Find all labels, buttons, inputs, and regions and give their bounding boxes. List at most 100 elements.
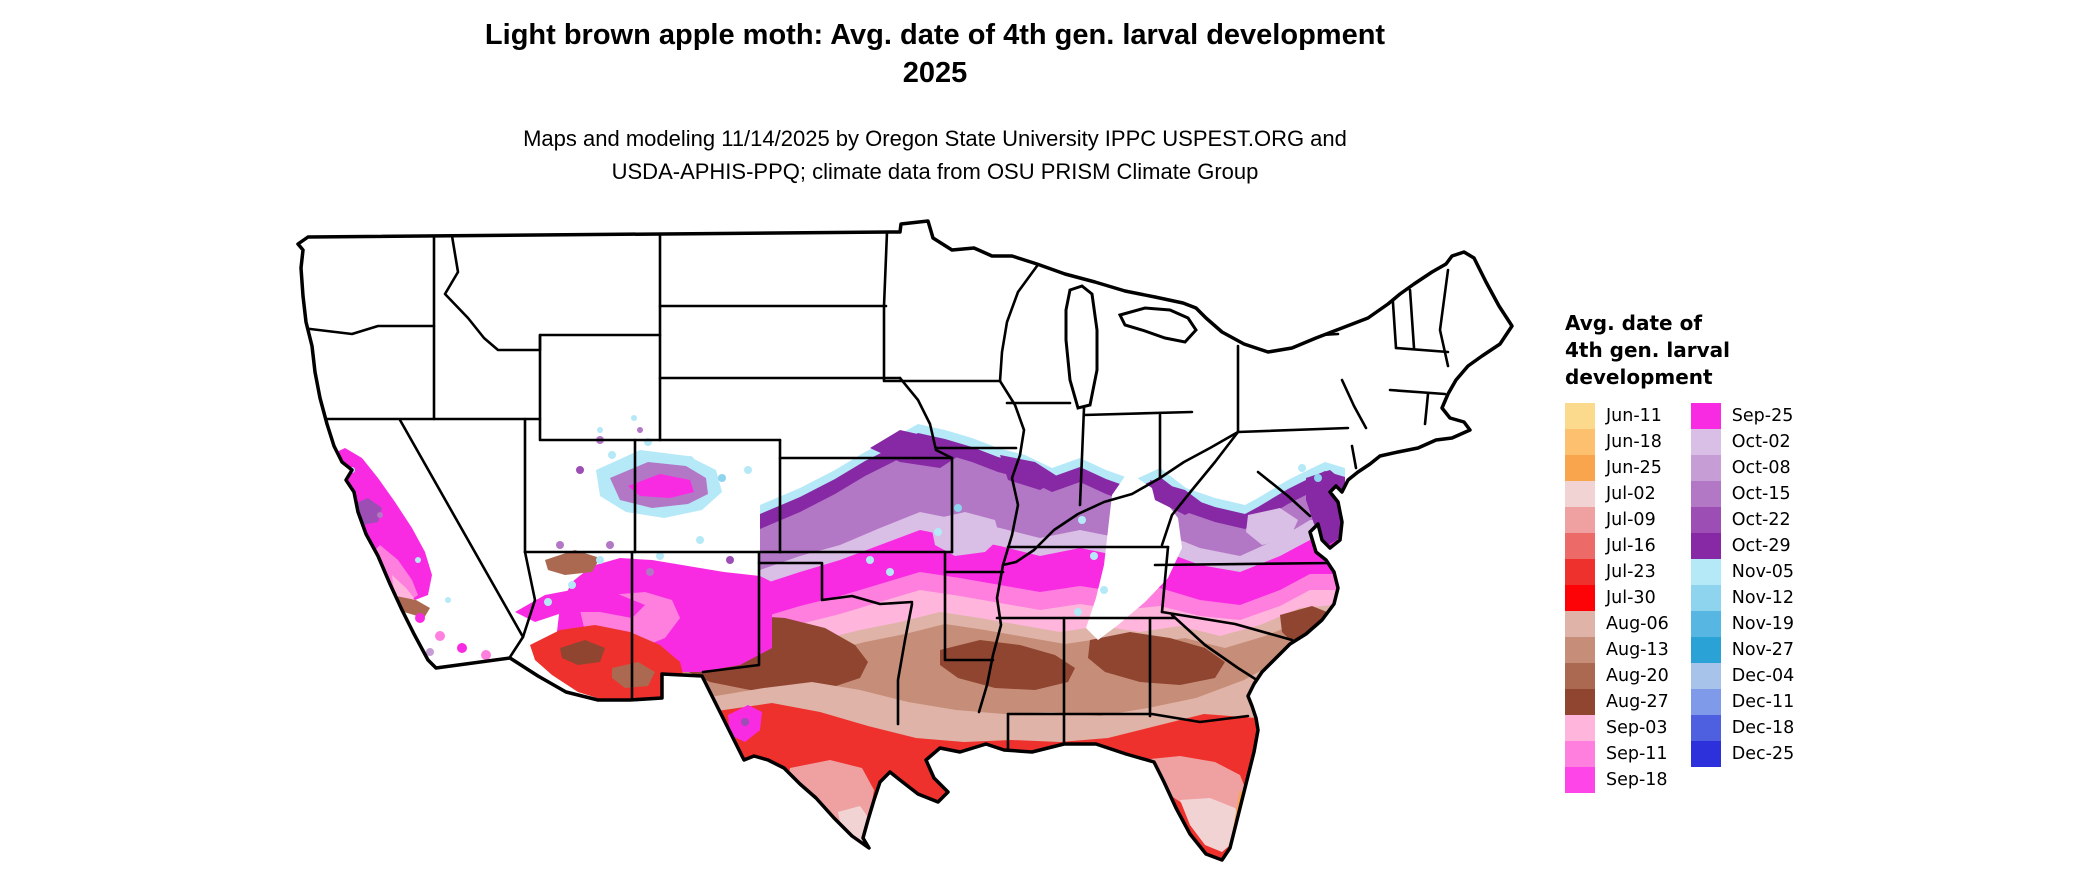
- legend-swatch-sep18: [1565, 767, 1595, 793]
- region-sep03-cavalley: [392, 575, 414, 604]
- legend-entry: Jul-30: [1565, 585, 1669, 611]
- legend-entry: Dec-04: [1690, 663, 1794, 689]
- legend-swatch-jun18: [1565, 429, 1595, 455]
- region-aug20-az: [612, 662, 655, 688]
- legend-label: Jul-30: [1606, 588, 1656, 608]
- region-dot: [435, 631, 445, 641]
- legend-label: Aug-06: [1606, 614, 1669, 634]
- region-jul02-fl: [1180, 798, 1242, 852]
- legend-swatch-oct02: [1690, 429, 1721, 455]
- legend-entry: Sep-18: [1565, 767, 1669, 793]
- title-block: Light brown apple moth: Avg. date of 4th…: [0, 16, 1870, 92]
- lake-huron: [1117, 306, 1198, 344]
- legend-entry: Aug-20: [1565, 663, 1669, 689]
- region-oct29-ohky: [1150, 480, 1205, 515]
- legend-entry: Oct-22: [1690, 507, 1794, 533]
- legend-swatch-oct29: [1690, 533, 1721, 559]
- legend-label: Sep-18: [1606, 770, 1668, 790]
- legend-label: Dec-25: [1731, 744, 1795, 764]
- legend-entry: Sep-03: [1565, 715, 1669, 741]
- region-oct02-va: [1246, 508, 1298, 545]
- legend-entry: Jul-09: [1565, 507, 1669, 533]
- legend-label: Sep-25: [1731, 406, 1794, 426]
- legend-label: Jul-23: [1606, 562, 1656, 582]
- legend-swatch-oct08: [1690, 455, 1721, 481]
- legend-entry: Sep-11: [1565, 741, 1669, 767]
- region-sep11-cavalley: [370, 545, 418, 602]
- region-appalachia-white: [1086, 472, 1182, 640]
- legend-title-line: 4th gen. larval: [1565, 338, 1730, 362]
- legend-column: Sep-25 Oct-02 Oct-08 Oct-15 Oct-22 Oct-29 Nov-…: [1690, 403, 1795, 793]
- legend-entry: Oct-02: [1690, 429, 1794, 455]
- legend-swatch-jul02: [1565, 481, 1595, 507]
- subtitle-line2: USDA-APHIS-PPQ; climate data from OSU PR…: [611, 159, 1259, 184]
- legend-swatch-sep11: [1565, 741, 1595, 767]
- region-sep25-seco: [628, 474, 694, 498]
- legend-swatch-aug06: [1565, 611, 1595, 637]
- legend-label: Jun-18: [1606, 432, 1662, 452]
- page-title-year: 2025: [902, 57, 968, 89]
- region-sep25-naz: [515, 588, 645, 622]
- legend-swatch-jul09: [1565, 507, 1595, 533]
- region-dot: [457, 643, 467, 653]
- legend-swatch-dec25: [1690, 741, 1721, 767]
- legend-label: Dec-11: [1731, 692, 1795, 712]
- legend-label: Jul-09: [1606, 510, 1656, 530]
- legend-swatch-aug20: [1565, 663, 1595, 689]
- region-florida-keys: [1157, 860, 1231, 874]
- legend-entry: Jun-25: [1565, 455, 1669, 481]
- subtitle-line1: Maps and modeling 11/14/2025 by Oregon S…: [523, 126, 1347, 151]
- legend-swatch-dec04: [1690, 663, 1721, 689]
- legend-entry: Dec-18: [1690, 715, 1795, 741]
- legend-label: Nov-12: [1731, 588, 1795, 608]
- legend-swatch-oct22: [1690, 507, 1721, 533]
- legend-entry: Nov-12: [1690, 585, 1795, 611]
- legend-label: Oct-15: [1731, 484, 1791, 504]
- region-oct02-ozark: [930, 512, 1000, 556]
- legend-title: Avg. date of 4th gen. larval development: [1565, 310, 1895, 391]
- legend-label: Aug-27: [1606, 692, 1669, 712]
- region-aug27-az: [560, 640, 605, 665]
- legend-entry: Jul-23: [1565, 559, 1669, 585]
- subtitle: Maps and modeling 11/14/2025 by Oregon S…: [0, 122, 1870, 188]
- region-aug20-ca: [394, 596, 430, 618]
- map-legend: Avg. date of 4th gen. larval development J…: [1565, 310, 1895, 793]
- region-purple-speckles: [347, 427, 749, 726]
- legend-columns: Jun-11 Jun-18 Jun-25 Jul-02 Jul-09 Jul-16 Jul-…: [1565, 403, 1895, 793]
- legend-swatch-aug27: [1565, 689, 1595, 715]
- legend-swatch-sep25: [1690, 403, 1721, 429]
- region-dot: [415, 613, 425, 623]
- legend-swatch-oct15: [1690, 481, 1721, 507]
- legend-label: Jul-02: [1606, 484, 1656, 504]
- legend-swatch-jul30: [1565, 585, 1595, 611]
- legend-label: Oct-02: [1731, 432, 1791, 452]
- legend-swatch-jul23: [1565, 559, 1595, 585]
- legend-entry: Jun-18: [1565, 429, 1669, 455]
- legend-entry: Nov-05: [1690, 559, 1794, 585]
- legend-swatch-nov05: [1690, 559, 1721, 585]
- region-aug27-alga: [1088, 632, 1225, 685]
- legend-label: Oct-29: [1731, 536, 1791, 556]
- legend-entry: Aug-06: [1565, 611, 1669, 637]
- legend-label: Jul-16: [1606, 536, 1656, 556]
- legend-entry: Aug-27: [1565, 689, 1669, 715]
- legend-entry: Dec-11: [1690, 689, 1795, 715]
- legend-entry: Nov-19: [1690, 611, 1794, 637]
- legend-swatch-nov19: [1690, 611, 1721, 637]
- legend-label: Sep-03: [1606, 718, 1668, 738]
- lake-michigan: [1064, 284, 1099, 410]
- legend-label: Jun-11: [1606, 406, 1662, 426]
- region-aug27-lams: [940, 640, 1075, 690]
- legend-entry: Jun-11: [1565, 403, 1669, 429]
- legend-label: Dec-18: [1731, 718, 1795, 738]
- page-title: Light brown apple moth: Avg. date of 4th…: [484, 19, 1386, 51]
- legend-swatch-dec18: [1690, 715, 1721, 741]
- legend-entry: Oct-29: [1690, 533, 1794, 559]
- legend-entry: Nov-27: [1690, 637, 1794, 663]
- legend-entry: Sep-25: [1690, 403, 1794, 429]
- legend-swatch-jun11: [1565, 403, 1595, 429]
- legend-entry: Oct-15: [1690, 481, 1794, 507]
- region-sep25-cavalley: [327, 448, 432, 600]
- legend-label: Sep-11: [1606, 744, 1668, 764]
